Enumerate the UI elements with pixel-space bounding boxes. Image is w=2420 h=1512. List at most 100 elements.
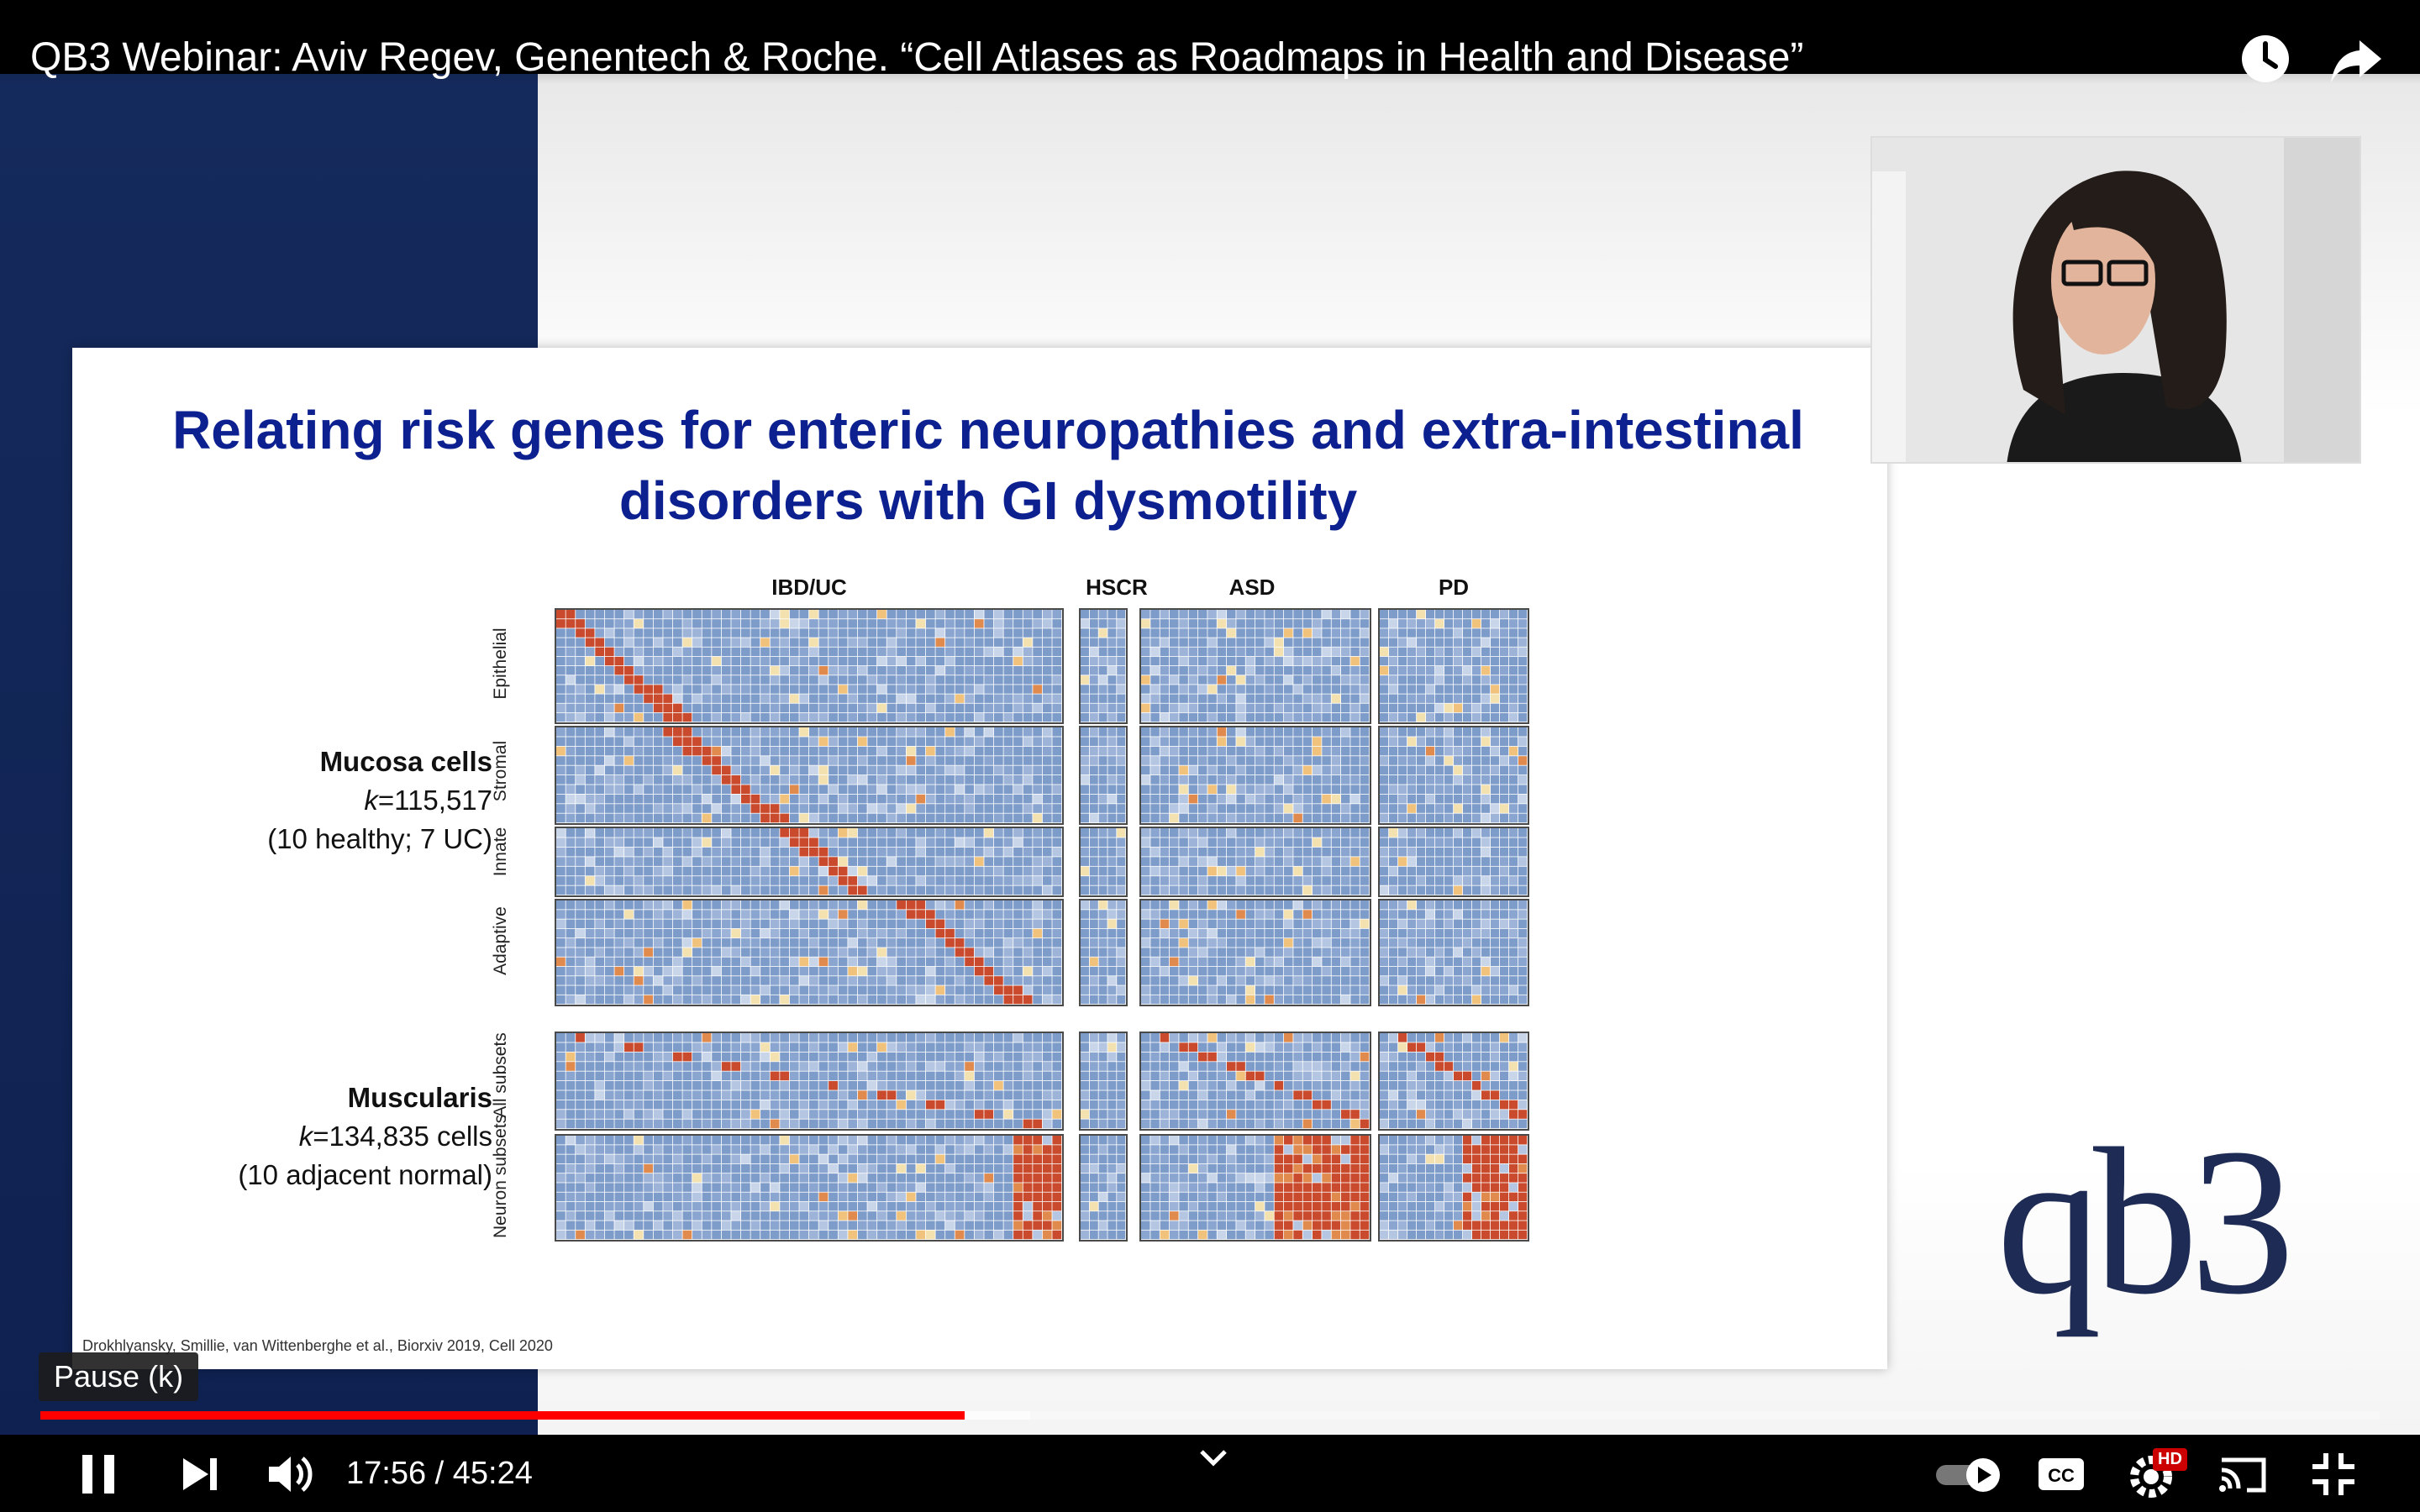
heatmap-cell bbox=[935, 804, 945, 813]
heatmap-cell bbox=[1265, 857, 1274, 866]
heatmap-cell bbox=[1081, 876, 1089, 885]
heatmap-cell bbox=[1081, 628, 1089, 638]
heatmap-cell bbox=[1463, 813, 1472, 823]
heatmap-cell bbox=[595, 610, 605, 619]
heatmap-cell bbox=[1509, 666, 1518, 675]
heatmap-cell bbox=[838, 638, 848, 647]
heatmap-cell bbox=[829, 765, 838, 775]
heatmap-cell bbox=[906, 804, 916, 813]
heatmap-cell bbox=[1198, 1042, 1207, 1052]
heatmap-cell bbox=[1150, 900, 1160, 910]
heatmap-cell bbox=[1509, 1110, 1518, 1119]
heatmap-cell bbox=[740, 928, 750, 938]
heatmap-cell bbox=[809, 1071, 818, 1081]
heatmap-cell bbox=[1098, 1110, 1107, 1119]
heatmap-cell bbox=[1236, 995, 1245, 1005]
heatmap-cell bbox=[1463, 775, 1472, 785]
heatmap-cell bbox=[1170, 847, 1179, 857]
heatmap-cell bbox=[566, 900, 576, 910]
heatmap-cell bbox=[1435, 828, 1444, 837]
heatmap-cell bbox=[672, 1100, 682, 1110]
heatmap-cell bbox=[1322, 985, 1331, 995]
heatmap-cell bbox=[906, 828, 916, 837]
heatmap-cell bbox=[604, 928, 614, 938]
heatmap-cell bbox=[595, 737, 605, 746]
heatmap-cell bbox=[692, 1052, 702, 1062]
heatmap-cell bbox=[760, 1052, 770, 1062]
heatmap-cell bbox=[1170, 1081, 1179, 1090]
heatmap-cell bbox=[614, 1090, 624, 1100]
heatmap-cell bbox=[799, 828, 809, 837]
heatmap-block bbox=[1139, 726, 1371, 825]
heatmap-cell bbox=[935, 900, 945, 910]
heatmap-cell bbox=[702, 938, 712, 948]
heatmap-cell bbox=[1227, 948, 1236, 957]
heatmap-cell bbox=[886, 1110, 897, 1119]
heatmap-cell bbox=[1188, 727, 1198, 737]
heatmap-cell bbox=[1302, 948, 1313, 957]
heatmap-cell bbox=[1518, 957, 1528, 967]
heatmap-cell bbox=[624, 746, 634, 756]
heatmap-cell bbox=[1417, 1110, 1426, 1119]
heatmap-cell bbox=[1033, 1119, 1043, 1129]
heatmap-cell bbox=[663, 737, 673, 746]
heatmap-cell bbox=[1117, 647, 1126, 657]
heatmap-cell bbox=[780, 948, 790, 957]
heatmap-cell bbox=[1284, 1033, 1293, 1042]
heatmap-cell bbox=[789, 1119, 799, 1129]
heatmap-cell bbox=[1518, 876, 1528, 885]
heatmap-cell bbox=[585, 857, 595, 866]
heatmap-cell bbox=[838, 919, 848, 929]
heatmap-cell bbox=[1435, 703, 1444, 713]
heatmap-cell bbox=[780, 938, 790, 948]
heatmap-cell bbox=[1313, 694, 1322, 703]
heatmap-cell bbox=[585, 794, 595, 804]
heatmap-cell bbox=[585, 938, 595, 948]
heatmap-cell bbox=[877, 1145, 886, 1154]
heatmap-cell bbox=[1160, 685, 1170, 694]
heatmap-cell bbox=[1472, 737, 1481, 746]
heatmap-cell bbox=[906, 1071, 916, 1081]
heatmap-cell bbox=[974, 876, 984, 885]
heatmap-cell bbox=[1407, 985, 1417, 995]
heatmap-cell bbox=[1274, 685, 1284, 694]
heatmap-cell bbox=[993, 928, 1003, 938]
heatmap-cell bbox=[1293, 948, 1302, 957]
heatmap-cell bbox=[1500, 957, 1509, 967]
heatmap-cell bbox=[965, 1119, 975, 1129]
heatmap-cell bbox=[604, 828, 614, 837]
heatmap-cell bbox=[682, 813, 692, 823]
heatmap-cell bbox=[848, 1119, 858, 1129]
heatmap-cell bbox=[1313, 1090, 1322, 1100]
heatmap-cell bbox=[829, 675, 838, 685]
heatmap-cell bbox=[770, 857, 780, 866]
heatmap-cell bbox=[556, 638, 566, 647]
heatmap-cell bbox=[1426, 756, 1435, 765]
heatmap-cell bbox=[877, 976, 886, 985]
heatmap-cell bbox=[1265, 1052, 1274, 1062]
heatmap-cell bbox=[721, 948, 731, 957]
heatmap-cell bbox=[653, 919, 663, 929]
heatmap-cell bbox=[760, 666, 770, 675]
heatmap-cell bbox=[1380, 1119, 1389, 1129]
heatmap-cell bbox=[1350, 985, 1360, 995]
heatmap-cell bbox=[604, 837, 614, 848]
heatmap-cell bbox=[1141, 976, 1150, 985]
heatmap-cell bbox=[1407, 813, 1417, 823]
heatmap-cell bbox=[789, 785, 799, 794]
heatmap-cell bbox=[721, 813, 731, 823]
heatmap-cell bbox=[965, 1136, 975, 1145]
heatmap-cell bbox=[604, 985, 614, 995]
heatmap-cell bbox=[1217, 1033, 1227, 1042]
heatmap-cell bbox=[886, 804, 897, 813]
heatmap-cell bbox=[614, 712, 624, 722]
heatmap-cell bbox=[1389, 694, 1398, 703]
heatmap-cell bbox=[760, 938, 770, 948]
heatmap-cell bbox=[556, 794, 566, 804]
heatmap-cell bbox=[780, 685, 790, 694]
heatmap-cell bbox=[1207, 1100, 1217, 1110]
heatmap-cell bbox=[1491, 804, 1500, 813]
heatmap-cell bbox=[1236, 694, 1245, 703]
heatmap-cell bbox=[1322, 727, 1331, 737]
